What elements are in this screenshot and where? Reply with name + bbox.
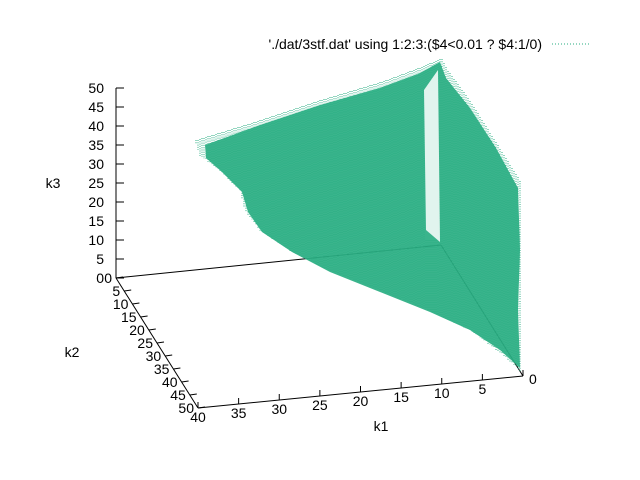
y-tick — [173, 367, 181, 370]
z-tick-label: 25 — [88, 175, 104, 191]
y-tick-label: 35 — [154, 361, 170, 377]
y-tick — [165, 354, 173, 357]
z-tick-label: 10 — [88, 232, 104, 248]
x-tick-label: 10 — [434, 385, 450, 401]
z-tick-label: 5 — [96, 251, 104, 267]
y-tick-label: 50 — [178, 400, 194, 416]
surface-points — [195, 59, 521, 371]
x-tick-label: 0 — [529, 371, 537, 387]
z-tick-label: 0 — [96, 270, 104, 286]
y-tick — [132, 302, 140, 305]
x-tick-label: 15 — [393, 389, 409, 405]
y-tick-label: 45 — [170, 387, 186, 403]
x-axis-title: k1 — [374, 418, 389, 434]
surface-seam — [424, 70, 440, 242]
z-tick-label: 50 — [88, 80, 104, 96]
x-tick-label: 5 — [478, 381, 486, 397]
y-tick — [148, 328, 156, 331]
y-tick-label: 25 — [137, 335, 153, 351]
y-tick — [189, 393, 197, 396]
y-tick — [197, 406, 206, 409]
x-tick-label: 40 — [190, 409, 206, 425]
z-tick-label: 20 — [88, 194, 104, 210]
y-axis-title: k2 — [65, 344, 80, 360]
y-tick — [156, 341, 165, 344]
x-tick-label: 35 — [231, 405, 247, 421]
x-tick-label: 20 — [353, 393, 369, 409]
x-tick-label: 30 — [271, 401, 287, 417]
y-tick — [181, 380, 189, 383]
y-tick-label: 30 — [146, 348, 162, 364]
y-tick-label: 0 — [104, 270, 112, 286]
data-surface — [195, 59, 521, 371]
y-tick-label: 10 — [113, 296, 129, 312]
y-tick-label: 15 — [121, 309, 137, 325]
z-tick-label: 40 — [88, 118, 104, 134]
y-tick-label: 5 — [112, 283, 120, 299]
z-tick-label: 15 — [88, 213, 104, 229]
x-tick-label: 25 — [312, 397, 328, 413]
z-tick-label: 35 — [88, 137, 104, 153]
legend-label: './dat/3stf.dat' using 1:2:3:($4<0.01 ? … — [269, 36, 542, 52]
legend: './dat/3stf.dat' using 1:2:3:($4<0.01 ? … — [269, 36, 590, 52]
z-axis-title: k3 — [46, 175, 61, 191]
z-tick-label: 30 — [88, 156, 104, 172]
y-tick-label: 20 — [129, 322, 145, 338]
y-tick-label: 40 — [162, 374, 178, 390]
y-tick — [124, 289, 132, 292]
y-tick — [140, 315, 148, 318]
z-tick-label: 45 — [88, 99, 104, 115]
